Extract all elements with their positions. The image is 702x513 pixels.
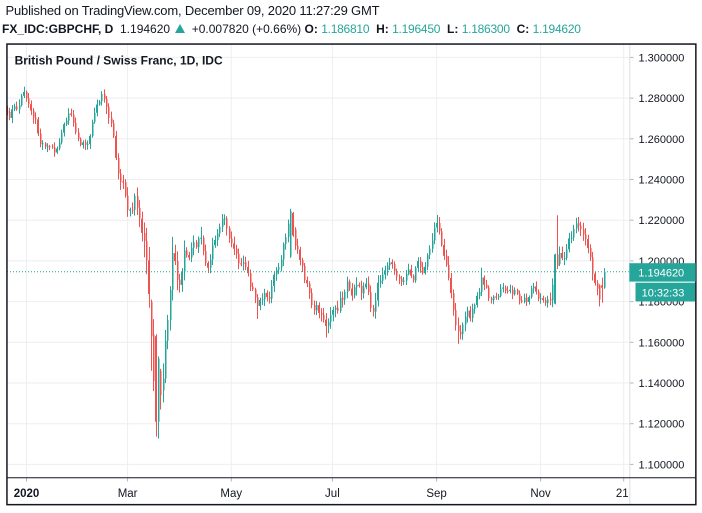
svg-text:British Pound / Swiss Franc, 1: British Pound / Swiss Franc, 1D, IDC	[15, 54, 223, 68]
svg-text:1.194620: 1.194620	[638, 268, 684, 280]
svg-text:1.260000: 1.260000	[639, 134, 685, 146]
svg-text:Nov: Nov	[530, 488, 551, 500]
svg-text:Mar: Mar	[118, 488, 138, 500]
svg-text:1.300000: 1.300000	[639, 52, 685, 64]
svg-text:May: May	[220, 488, 242, 500]
svg-text:1.120000: 1.120000	[639, 419, 685, 431]
svg-text:1.220000: 1.220000	[639, 215, 685, 227]
svg-text:Sep: Sep	[426, 488, 446, 500]
svg-text:1.240000: 1.240000	[639, 175, 685, 187]
svg-text:1.100000: 1.100000	[639, 459, 685, 471]
svg-text:21: 21	[616, 488, 629, 500]
svg-text:10:32:33: 10:32:33	[642, 288, 685, 300]
svg-text:1.280000: 1.280000	[639, 93, 685, 105]
svg-text:1.160000: 1.160000	[639, 337, 685, 349]
svg-text:2020: 2020	[14, 488, 40, 500]
svg-text:Jul: Jul	[325, 488, 340, 500]
svg-text:1.140000: 1.140000	[639, 378, 685, 390]
